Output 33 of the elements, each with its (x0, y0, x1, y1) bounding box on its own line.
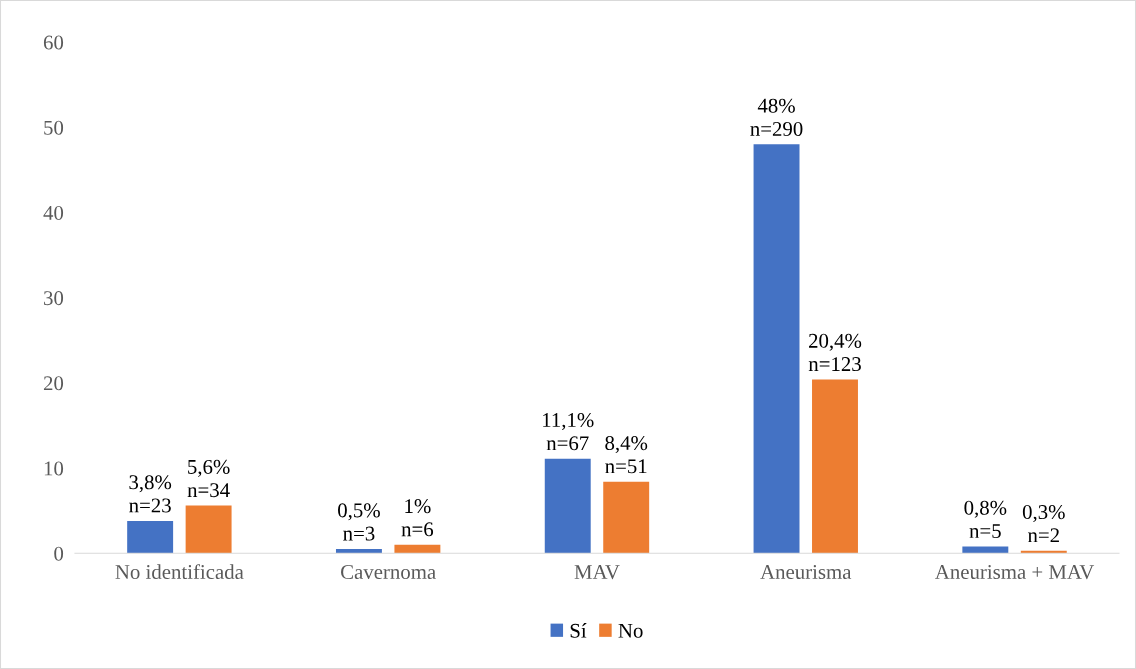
data-label: 0,3% n=2 (1022, 505, 1065, 543)
x-tick-label: No identificada (115, 564, 244, 580)
y-tick-label: 20 (43, 376, 64, 391)
data-label: 0,5% n=3 (338, 503, 380, 541)
x-tick-label: MAV (574, 565, 620, 580)
data-label: 5,6% n=34 (187, 459, 230, 498)
bar (962, 546, 1009, 554)
data-label: 20,4% n=123 (808, 333, 862, 372)
y-tick-label: 60 (43, 35, 64, 50)
bar (394, 544, 441, 554)
bar (544, 458, 591, 554)
x-tick-label: Cavernoma (341, 565, 436, 580)
data-label: 3,8% n=23 (129, 475, 172, 513)
data-label: 8,4% n=51 (605, 436, 648, 474)
data-label: 0,8% n=5 (964, 500, 1007, 539)
bar (812, 379, 858, 554)
bar (127, 520, 174, 554)
data-label: 1% n=6 (401, 499, 434, 537)
y-tick-label: 50 (44, 120, 64, 135)
legend-label: Sí (570, 623, 587, 638)
bar (603, 481, 650, 554)
bar (335, 549, 382, 554)
data-label: 48% n=290 (750, 98, 803, 136)
y-tick-label: 10 (44, 461, 64, 476)
bar (753, 144, 800, 554)
data-label: 11,1% n=67 (543, 413, 594, 451)
y-tick-label: 0 (54, 546, 64, 561)
x-tick-label: Aneurisma + MAV (935, 565, 1095, 580)
legend-label: No (618, 623, 643, 638)
x-tick-label: Aneurisma (760, 565, 852, 580)
bar (185, 505, 232, 554)
y-tick-label: 40 (43, 205, 64, 220)
y-tick-label: 30 (44, 291, 64, 306)
